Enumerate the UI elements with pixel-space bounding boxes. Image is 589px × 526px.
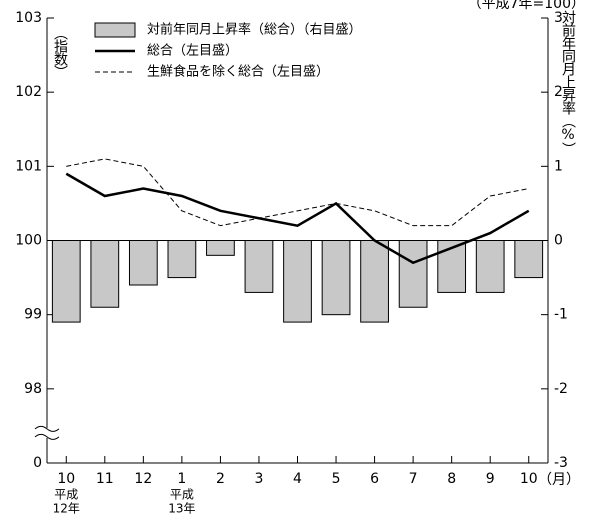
y2-tick-label: 2 [554, 84, 563, 100]
bar [128, 240, 158, 286]
y2-tick-label: -2 [554, 381, 568, 397]
y2-tick-label: -1 [554, 307, 568, 323]
era-label: 平成 [170, 488, 194, 502]
era-label: 12年 [53, 502, 80, 516]
y2-tick-label: 3 [554, 10, 563, 26]
era-label: 平成 [54, 488, 78, 502]
x-tick-label: 3 [255, 471, 264, 487]
legend-label: 生鮮食品を除く総合（左目盛） [147, 64, 329, 80]
base-note: （平成7年=100） [468, 0, 585, 12]
x-tick-label: 9 [486, 471, 495, 487]
x-tick-label: 12 [134, 471, 152, 487]
bar [360, 240, 389, 323]
bar [283, 240, 312, 323]
y2-tick-label: 1 [554, 158, 563, 174]
line [65, 172, 530, 265]
y-tick-label: 99 [24, 307, 42, 323]
bar [206, 240, 235, 256]
y-tick-label: 101 [15, 158, 42, 174]
x-tick-label: 11 [96, 471, 114, 487]
y-tick-label: 100 [15, 233, 42, 249]
x-tick-label: 1 [177, 471, 186, 487]
bar [167, 240, 197, 279]
x-tick-label: 7 [409, 471, 418, 487]
y2-axis-label: 対前年同月上昇率（%） [560, 10, 576, 155]
y2-tick-label: 0 [554, 233, 563, 249]
era-label: 13年 [168, 502, 195, 516]
x-tick-label: 5 [332, 471, 341, 487]
bar [321, 240, 351, 316]
legend-swatch [94, 22, 136, 38]
y-tick-label: 0 [33, 455, 42, 471]
axis-break [34, 425, 60, 440]
legend-label: 総合（左目盛） [147, 44, 238, 59]
x-tick-label: 10 [520, 471, 538, 487]
bar [244, 240, 274, 293]
axis-break-gap [37, 427, 57, 438]
bar [51, 240, 81, 323]
legend-label: 対前年同月上昇率（総合）（右目盛） [147, 22, 362, 38]
x-tick-label: 6 [370, 471, 379, 487]
bar [475, 240, 505, 293]
y-axis-label: （指数） [52, 26, 68, 78]
x-tick-label: 2 [216, 471, 225, 487]
x-tick-label: 4 [293, 471, 302, 487]
y-tick-label: 102 [15, 84, 42, 100]
y-tick-label: 98 [24, 381, 42, 397]
line [66, 158, 529, 227]
x-unit: （月） [538, 472, 580, 488]
x-tick-label: 10 [57, 471, 75, 487]
bar [514, 240, 544, 279]
y2-tick-label: -3 [554, 455, 568, 471]
y-tick-label: 103 [15, 10, 42, 26]
bar [398, 240, 428, 308]
bar [90, 240, 120, 308]
x-tick-label: 8 [447, 471, 456, 487]
